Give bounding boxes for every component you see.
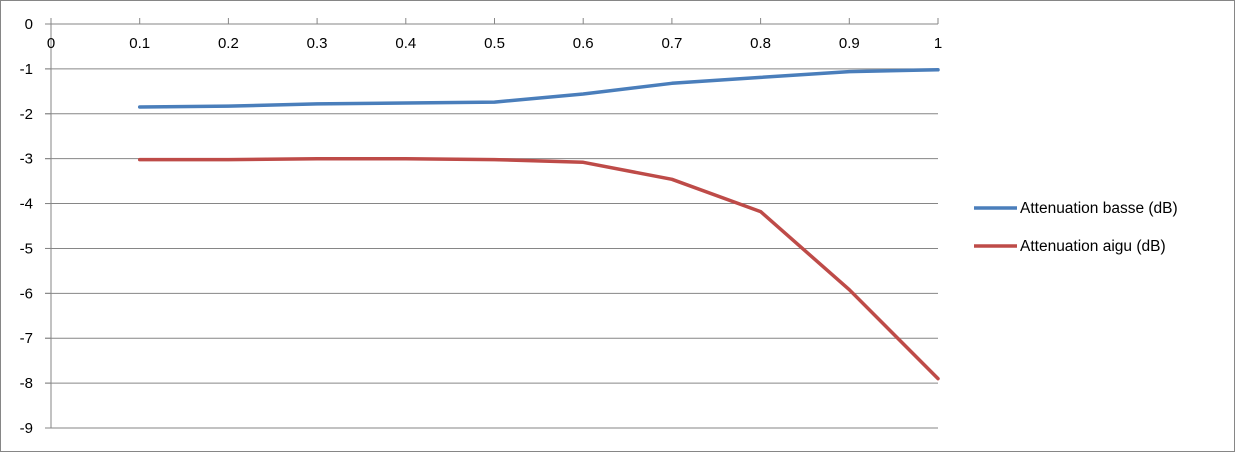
y-tick-label: -4 (20, 196, 33, 213)
axes (45, 18, 939, 429)
x-tick-label: 0.1 (129, 35, 150, 52)
x-tick-label: 0.2 (218, 35, 239, 52)
series-line-1 (137, 68, 940, 109)
x-tick-label: 0.9 (839, 35, 860, 52)
y-tick-label: -1 (20, 61, 33, 78)
x-tick-label: 0 (47, 35, 55, 52)
x-tick-label: 0.6 (573, 35, 594, 52)
y-tick-labels: 0 -1 -2 -3 -4 -5 -6 -7 -8 -9 (20, 16, 33, 437)
y-tick-label: -3 (20, 151, 33, 168)
legend: Attenuation basse (dB) Attenuation aigu (… (974, 200, 1178, 255)
legend-label-1: Attenuation basse (dB) (1020, 200, 1178, 217)
x-tick-label: 0.5 (484, 35, 505, 52)
x-tick-label: 0.4 (395, 35, 416, 52)
y-tick-label: -2 (20, 106, 33, 123)
y-tick-label: -6 (20, 285, 33, 302)
y-tick-label: -9 (20, 420, 33, 437)
x-tick-labels: 0 0.1 0.2 0.3 0.4 0.5 0.6 0.7 0.8 0.9 1 (47, 35, 942, 52)
x-tick-label: 1 (934, 35, 942, 52)
series-line-2 (137, 156, 940, 381)
legend-label-2: Attenuation aigu (dB) (1020, 238, 1166, 255)
series-lines (137, 68, 940, 381)
y-tick-label: 0 (25, 16, 33, 33)
x-tick-label: 0.7 (661, 35, 682, 52)
y-tick-label: -7 (20, 330, 33, 347)
x-tick-label: 0.8 (750, 35, 771, 52)
y-tick-label: -5 (20, 240, 33, 257)
y-tick-label: -8 (20, 375, 33, 392)
x-tick-label: 0.3 (307, 35, 328, 52)
